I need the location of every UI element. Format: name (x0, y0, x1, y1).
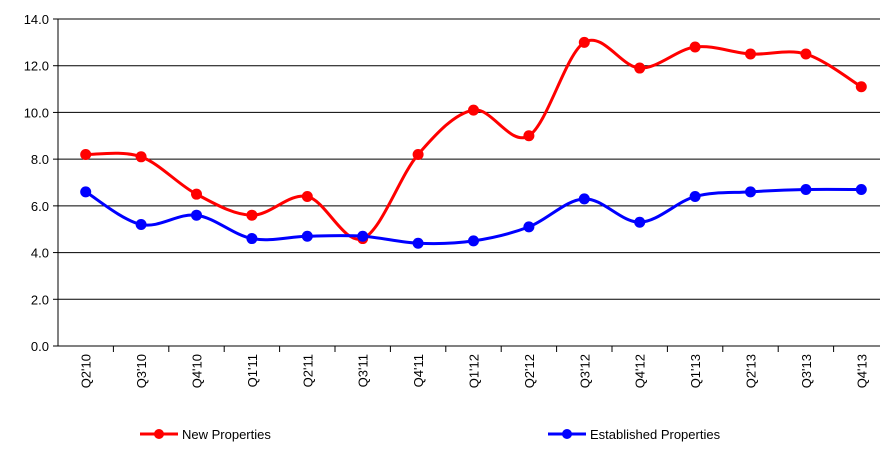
data-point (80, 148, 92, 160)
data-point (523, 221, 535, 233)
data-point (800, 48, 812, 60)
data-point (412, 237, 424, 249)
y-tick-label: 4.0 (31, 246, 49, 261)
x-tick-label: Q4'10 (190, 354, 205, 388)
x-tick-label: Q2'13 (744, 354, 759, 388)
data-point (523, 130, 535, 142)
y-tick-label: 12.0 (24, 59, 49, 74)
x-tick-label: Q4'13 (854, 354, 869, 388)
x-tick-label: Q3'11 (356, 354, 371, 387)
data-point (689, 41, 701, 53)
data-point (634, 62, 646, 74)
y-tick-label: 10.0 (24, 105, 49, 120)
data-point (745, 186, 756, 198)
data-point (357, 230, 369, 242)
data-point (301, 191, 313, 203)
data-point (855, 81, 867, 93)
y-tick-label: 6.0 (31, 199, 49, 214)
data-point (689, 191, 701, 203)
data-point (191, 209, 202, 221)
legend-label: Established Properties (590, 427, 721, 442)
series-line (85, 38, 863, 241)
legend-marker (562, 429, 572, 439)
legend-marker (154, 429, 164, 439)
x-tick-label: Q2'12 (522, 354, 537, 388)
x-tick-label: Q4'12 (633, 354, 648, 388)
data-point (800, 184, 812, 196)
x-tick-label: Q3'10 (134, 354, 149, 388)
data-point (135, 219, 147, 231)
x-tick-label: Q2'11 (300, 354, 315, 387)
legend-label: New Properties (182, 427, 271, 442)
data-point (191, 188, 202, 200)
x-tick-label: Q3'13 (799, 354, 814, 388)
data-point (468, 235, 479, 247)
data-point (301, 230, 313, 242)
data-point (135, 151, 147, 163)
data-point (412, 148, 424, 160)
x-tick-label: Q1'13 (688, 354, 703, 388)
x-tick-label: Q1'12 (467, 354, 482, 388)
y-tick-label: 2.0 (31, 292, 49, 307)
y-tick-label: 0.0 (31, 339, 49, 354)
data-point (246, 233, 258, 245)
y-tick-label: 14.0 (24, 12, 49, 27)
y-tick-label: 8.0 (31, 152, 49, 167)
data-point (468, 104, 479, 116)
data-point (855, 184, 867, 196)
data-point (634, 216, 646, 228)
x-tick-label: Q3'12 (577, 354, 592, 388)
data-point (578, 193, 590, 205)
data-point (80, 186, 92, 198)
data-point (745, 48, 756, 60)
x-tick-label: Q2'10 (79, 354, 94, 388)
data-point (578, 36, 590, 48)
data-point (246, 209, 258, 221)
x-tick-label: Q1'11 (245, 354, 260, 387)
x-tick-label: Q4'11 (411, 354, 426, 387)
